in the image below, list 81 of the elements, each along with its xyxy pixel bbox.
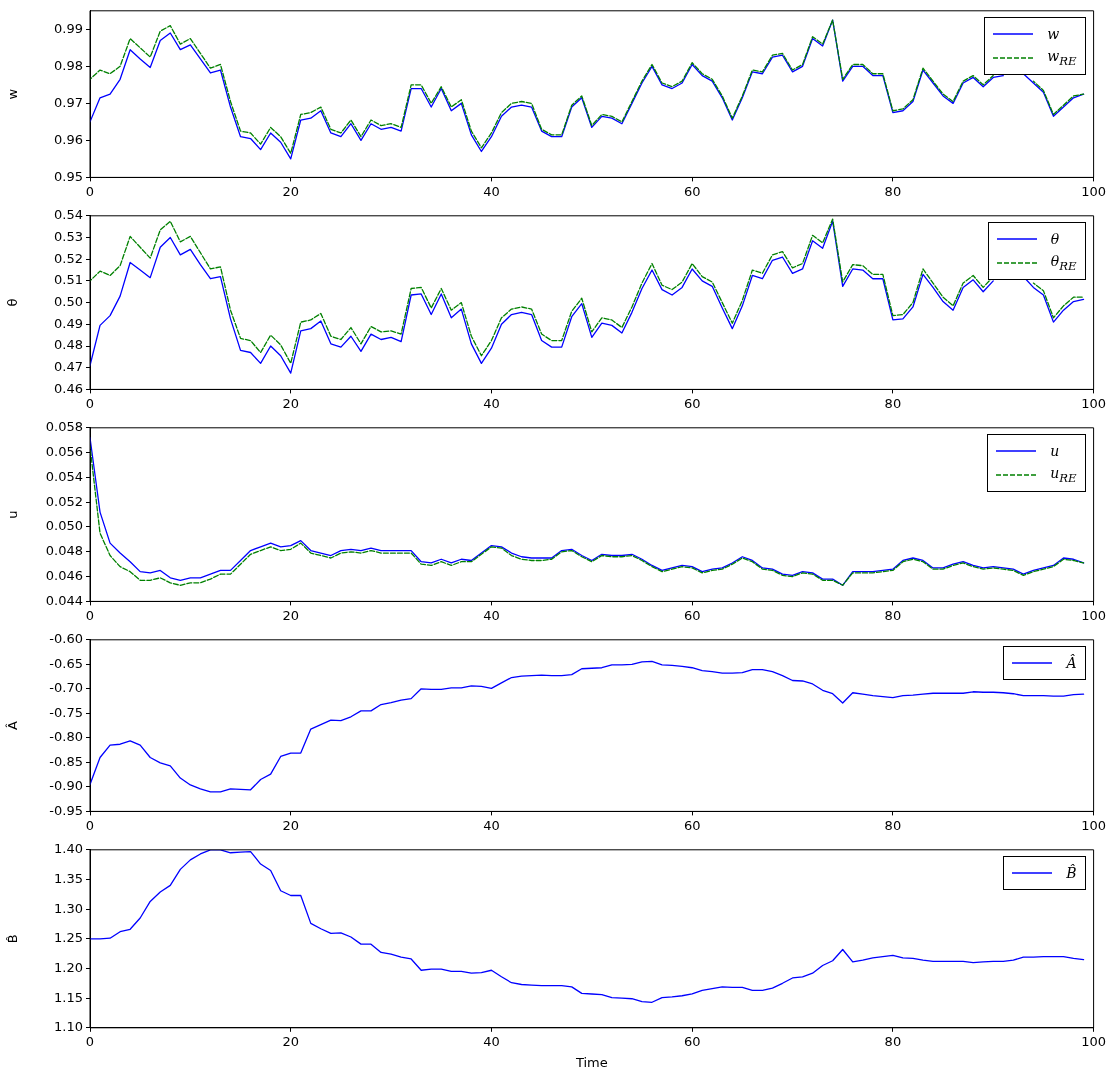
y-tick-label: -0.60 (49, 631, 83, 647)
y-axis-title: Â (5, 721, 21, 731)
y-tick-label: 0.54 (54, 207, 83, 223)
x-tick-label: 40 (483, 817, 500, 833)
x-tick-label: 0 (85, 395, 95, 411)
x-tick-label: 40 (483, 183, 500, 199)
y-tick-label: 1.10 (54, 1019, 83, 1035)
x-tick-label: 40 (483, 607, 500, 623)
y-tick-label: 1.40 (54, 841, 83, 857)
y-axis-title: B̂ (5, 934, 21, 944)
y-axis-title: u (5, 510, 21, 519)
legend-label: w$_{RE}$ (1047, 47, 1077, 68)
x-tick-label: 60 (683, 817, 701, 833)
x-tick-label: 0 (85, 817, 95, 833)
x-tick-label: 80 (884, 395, 902, 411)
y-tick-label: 0.98 (54, 57, 83, 73)
x-tick-label: 80 (884, 607, 902, 623)
x-tick-label: 40 (483, 395, 500, 411)
y-tick-label: 0.49 (54, 315, 83, 331)
x-tick-label: 20 (282, 183, 299, 199)
x-tick-label: 100 (1081, 395, 1107, 411)
y-tick-label: -0.80 (49, 729, 83, 745)
legend-label: u (1050, 442, 1060, 459)
y-tick-label: 0.058 (45, 419, 83, 435)
y-tick-label: 0.044 (45, 592, 83, 608)
legend-label: Â (1066, 654, 1077, 671)
y-tick-label: 0.048 (45, 543, 83, 559)
y-tick-label: 0.53 (54, 228, 83, 244)
x-tick-label: 60 (683, 183, 701, 199)
y-tick-label: 0.52 (54, 250, 83, 266)
x-tick-label: 0 (85, 183, 95, 199)
x-tick-label: 100 (1081, 607, 1107, 623)
y-axis-title: w (5, 88, 21, 100)
legend-label: w (1047, 25, 1060, 42)
y-tick-label: 0.046 (45, 567, 83, 583)
x-tick-label: 0 (85, 1033, 95, 1049)
y-tick-label: -0.85 (49, 753, 83, 769)
x-tick-label: 80 (884, 1033, 902, 1049)
y-tick-label: 0.050 (45, 518, 83, 534)
y-tick-label: 0.99 (54, 20, 83, 36)
y-tick-label: 0.95 (54, 168, 83, 184)
x-tick-label: 60 (683, 1033, 701, 1049)
y-tick-label: 0.47 (54, 359, 83, 375)
y-tick-label: 1.25 (54, 930, 83, 946)
y-tick-label: -0.70 (49, 680, 83, 696)
x-tick-label: 20 (282, 1033, 299, 1049)
x-tick-label: 100 (1081, 817, 1107, 833)
x-tick-label: 20 (282, 607, 299, 623)
y-tick-label: 1.30 (54, 900, 83, 916)
x-tick-label: 80 (884, 817, 902, 833)
y-tick-label: 0.50 (54, 293, 83, 309)
y-tick-label: 0.46 (54, 380, 83, 396)
y-tick-label: 0.96 (54, 131, 83, 147)
x-tick-label: 60 (683, 607, 701, 623)
y-tick-label: -0.90 (49, 778, 83, 794)
y-tick-label: -0.95 (49, 802, 83, 818)
x-tick-label: 40 (483, 1033, 500, 1049)
x-tick-label: 100 (1081, 183, 1107, 199)
y-axis-title: θ (5, 298, 21, 307)
y-tick-label: 1.35 (54, 870, 83, 886)
x-tick-label: 0 (85, 607, 95, 623)
x-tick-label: 20 (282, 817, 299, 833)
legend-label: θ$_{RE}$ (1050, 252, 1077, 273)
legend-label: B̂ (1066, 864, 1077, 881)
y-tick-label: 0.48 (54, 337, 83, 353)
y-tick-label: -0.75 (49, 704, 83, 720)
y-tick-label: 1.15 (54, 989, 83, 1005)
y-tick-label: 1.20 (54, 959, 83, 975)
x-tick-label: 80 (884, 183, 902, 199)
x-tick-label: 20 (282, 395, 299, 411)
y-tick-label: -0.65 (49, 655, 83, 671)
y-tick-label: 0.97 (54, 94, 83, 110)
legend-label: u$_{RE}$ (1050, 464, 1077, 485)
y-tick-label: 0.052 (45, 493, 83, 509)
legend-label: θ (1050, 230, 1060, 247)
x-tick-label: 100 (1081, 1033, 1107, 1049)
x-tick-label: 60 (683, 395, 701, 411)
y-tick-label: 0.054 (45, 468, 83, 484)
y-tick-label: 0.056 (45, 443, 83, 459)
x-axis-title: Time (574, 1054, 608, 1070)
y-tick-label: 0.51 (54, 272, 83, 288)
